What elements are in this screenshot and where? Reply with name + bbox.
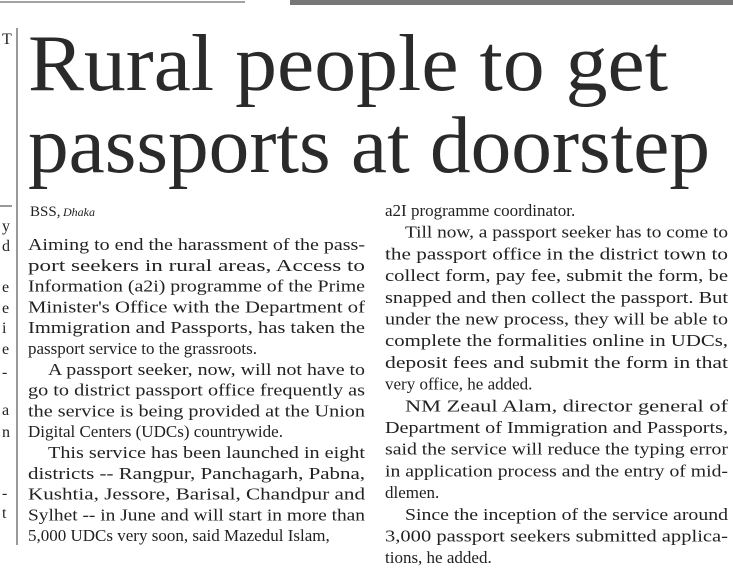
margin-fragment: e [2, 341, 9, 358]
body-line: Department of Immigration and Passports, [385, 418, 728, 437]
body-line: Sylhet -- in June and will start in more… [28, 505, 366, 524]
body-line: tions, he added. [385, 548, 492, 567]
margin-fragment: - [2, 364, 7, 381]
margin-fragment: n [2, 424, 10, 441]
body-line: districts -- Rangpur, Panchagarh, Pabna, [28, 464, 365, 483]
body-line: complete the formalities online in UDCs, [385, 331, 728, 350]
body-line: collect form, pay fee, submit the form, … [385, 266, 728, 285]
body-line: snapped and then collect the passport. B… [385, 288, 728, 307]
body-line: Since the inception of the service aroun… [405, 505, 729, 524]
body-line: very office, he added. [385, 375, 532, 394]
body-line: dlemen. [385, 483, 439, 502]
body-line: go to district passport office frequentl… [28, 381, 365, 400]
body-line: Aiming to end the harassment of the pass… [28, 235, 365, 254]
body-line: said the service will reduce the typing … [385, 440, 728, 459]
margin-fragment: d [2, 238, 10, 255]
margin-fragment: - [2, 485, 7, 502]
margin-fragment: e [2, 300, 9, 317]
body-line: port seekers in rural areas, Access to [28, 256, 365, 275]
body-line: Till now, a passport seeker has to come … [405, 223, 728, 242]
margin-fragment: T [2, 31, 12, 48]
body-line: Kushtia, Jessore, Barisal, Chandpur and [28, 485, 366, 504]
headline: Rural people to get [28, 20, 668, 108]
body-line: 3,000 passport seekers submitted applica… [385, 527, 728, 546]
body-line: Immigration and Passports, has taken the [28, 318, 365, 337]
body-line: the service is being provided at the Uni… [28, 401, 366, 420]
body-line: under the new process, they will be able… [385, 310, 728, 329]
body-line: the passport office in the district town… [385, 244, 728, 263]
body-line: Minister's Office with the Department of [28, 297, 365, 316]
byline-place: Dhaka [62, 205, 95, 219]
byline-agency: BSS, [30, 204, 60, 220]
body-line: 5,000 UDCs very soon, said Mazedul Islam… [28, 526, 330, 545]
margin-fragment: e [2, 279, 9, 296]
body-line: deposit fees and submit the form in that [385, 353, 728, 372]
body-line: Information (a2i) programme of the Prime [28, 277, 365, 296]
body-line: This service has been launched in eight [48, 443, 365, 462]
body-line: A passport seeker, now, will not have to [48, 360, 365, 379]
body-line: Digital Centers (UDCs) countrywide. [28, 422, 283, 441]
body-line: NM Zeaul Alam, director general of [405, 396, 728, 415]
headline: passports at doorstep [28, 102, 710, 190]
body-line: a2I programme coordinator. [385, 201, 575, 220]
margin-fragment: i [2, 320, 7, 337]
body-line: in application process and the entry of … [385, 461, 728, 480]
top-bar [290, 0, 733, 5]
margin-fragment: t [2, 505, 7, 522]
margin-fragment: y [2, 218, 10, 235]
body-line: passport service to the grassroots. [28, 339, 257, 358]
margin-fragment: a [2, 402, 9, 419]
